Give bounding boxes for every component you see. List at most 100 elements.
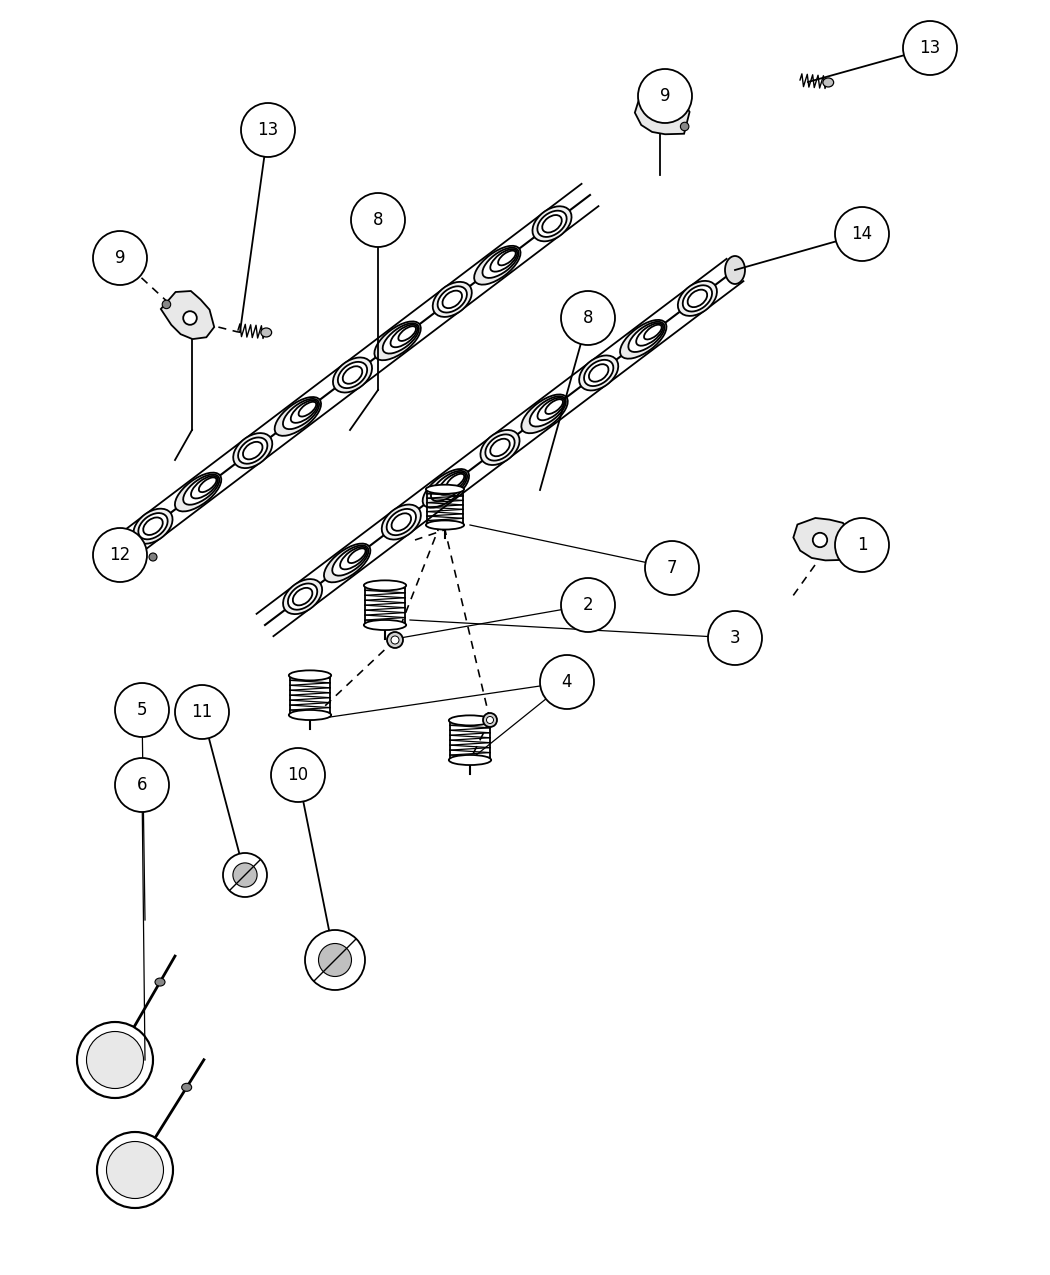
Ellipse shape [538,398,565,421]
Ellipse shape [682,286,712,311]
Circle shape [116,759,169,812]
Text: 13: 13 [920,40,941,57]
Circle shape [77,1023,153,1098]
Ellipse shape [392,514,412,530]
Ellipse shape [439,472,466,495]
Ellipse shape [446,474,464,488]
Ellipse shape [823,78,834,87]
Circle shape [653,108,667,122]
Ellipse shape [644,325,662,339]
Ellipse shape [678,280,717,316]
Ellipse shape [289,710,331,720]
Circle shape [97,1132,173,1207]
Circle shape [93,231,147,286]
Circle shape [233,863,257,887]
Ellipse shape [485,435,514,460]
Ellipse shape [542,215,562,232]
Ellipse shape [448,715,491,725]
Ellipse shape [442,291,462,309]
Ellipse shape [332,546,369,575]
Ellipse shape [386,509,416,536]
Ellipse shape [175,473,222,511]
Ellipse shape [139,513,168,539]
Circle shape [680,122,689,131]
Circle shape [486,717,494,723]
Circle shape [835,518,889,572]
Text: 9: 9 [114,249,125,266]
Circle shape [842,548,850,557]
Ellipse shape [545,399,563,414]
Ellipse shape [191,476,218,499]
Ellipse shape [475,246,521,284]
Ellipse shape [233,434,272,468]
Text: 2: 2 [583,595,593,615]
Ellipse shape [133,509,172,543]
Text: 8: 8 [583,309,593,326]
Circle shape [645,541,699,595]
Ellipse shape [636,324,664,346]
Ellipse shape [183,474,219,505]
Ellipse shape [391,325,418,347]
Ellipse shape [364,580,406,590]
Text: 9: 9 [659,87,670,105]
Ellipse shape [490,439,510,456]
Ellipse shape [375,321,421,361]
Polygon shape [161,291,214,339]
Circle shape [318,944,352,977]
Circle shape [162,300,171,309]
Text: 14: 14 [852,224,873,244]
Ellipse shape [688,289,708,307]
Ellipse shape [481,430,520,465]
Ellipse shape [143,518,163,536]
Circle shape [86,1031,144,1089]
Ellipse shape [423,469,469,507]
Ellipse shape [333,357,372,393]
Circle shape [835,207,889,261]
Ellipse shape [275,397,321,436]
Polygon shape [794,518,852,561]
Circle shape [483,713,497,727]
Ellipse shape [538,210,567,237]
Ellipse shape [260,328,272,337]
Text: 12: 12 [109,546,130,564]
Text: 8: 8 [373,210,383,229]
Ellipse shape [293,588,313,606]
Ellipse shape [398,326,416,340]
Circle shape [304,929,365,989]
Ellipse shape [522,394,568,434]
Ellipse shape [342,366,362,384]
Circle shape [813,533,827,547]
Ellipse shape [580,356,618,390]
Text: 3: 3 [730,629,740,646]
Text: 13: 13 [257,121,278,139]
Ellipse shape [155,978,165,986]
Circle shape [903,20,957,75]
Circle shape [175,685,229,740]
Text: 11: 11 [191,703,212,720]
Ellipse shape [348,548,365,564]
Circle shape [708,611,762,666]
Text: 7: 7 [667,558,677,578]
Circle shape [93,528,147,581]
Circle shape [149,553,158,561]
Ellipse shape [364,620,406,630]
Circle shape [561,291,615,346]
Circle shape [223,853,267,898]
Ellipse shape [438,287,467,312]
Ellipse shape [284,579,322,615]
Ellipse shape [382,505,421,539]
Ellipse shape [498,251,516,265]
Ellipse shape [621,320,667,358]
Circle shape [540,655,594,709]
Circle shape [271,748,326,802]
Circle shape [561,578,615,632]
Text: 10: 10 [288,766,309,784]
Text: 4: 4 [562,673,572,691]
Ellipse shape [288,584,317,609]
Circle shape [638,69,692,122]
Circle shape [351,193,405,247]
Circle shape [116,683,169,737]
Ellipse shape [628,321,665,352]
Ellipse shape [584,360,613,386]
Circle shape [391,636,399,644]
